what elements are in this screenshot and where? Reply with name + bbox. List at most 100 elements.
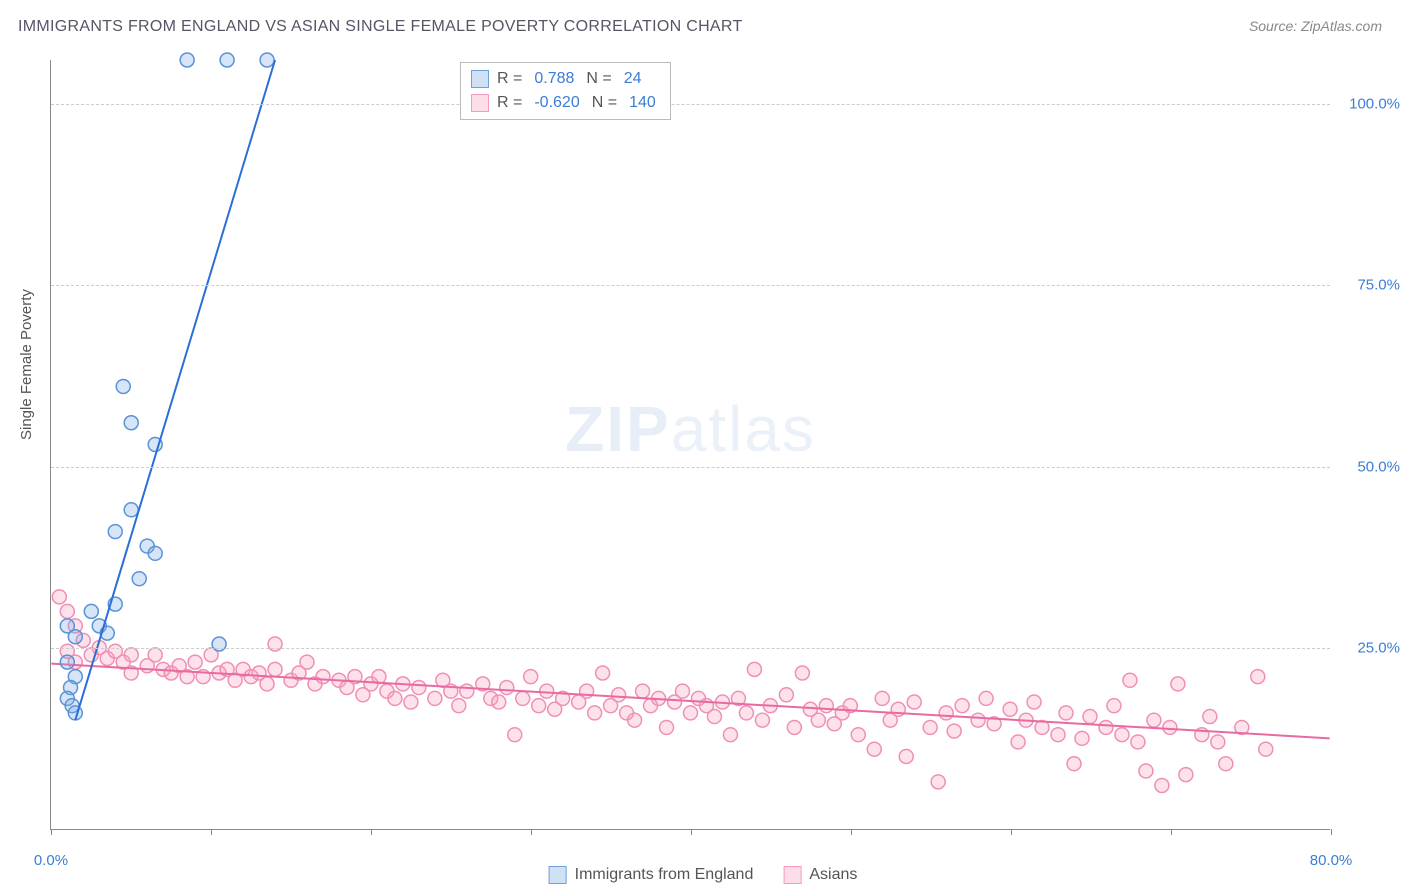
scatter-point-pink [1075,731,1089,745]
scatter-point-pink [596,666,610,680]
scatter-point-pink [1131,735,1145,749]
scatter-point-blue [180,53,194,67]
legend-r-label: R = [497,91,522,115]
chart-plot-area: ZIPatlas 25.0%50.0%75.0%100.0%0.0%80.0% [50,60,1330,830]
x-tick-label: 0.0% [34,852,68,869]
chart-title: IMMIGRANTS FROM ENGLAND VS ASIAN SINGLE … [18,18,743,36]
bottom-label-pink: Asians [809,866,857,884]
scatter-point-pink [1123,673,1137,687]
scatter-point-pink [723,728,737,742]
scatter-point-pink [931,775,945,789]
scatter-point-pink [923,720,937,734]
scatter-point-pink [500,681,514,695]
bottom-legend: Immigrants from England Asians [549,866,858,884]
scatter-svg [51,60,1330,829]
legend-row-pink: R = -0.620 N = 140 [471,91,660,115]
scatter-point-pink [1139,764,1153,778]
scatter-point-pink [955,699,969,713]
legend-row-blue: R = 0.788 N = 24 [471,67,660,91]
scatter-point-pink [899,749,913,763]
scatter-point-pink [188,655,202,669]
correlation-legend: R = 0.788 N = 24 R = -0.620 N = 140 [460,62,671,120]
scatter-point-blue [124,503,138,517]
y-tick-label: 75.0% [1340,277,1400,294]
scatter-point-pink [684,706,698,720]
scatter-point-pink [492,695,506,709]
x-tick [1331,829,1332,835]
scatter-point-pink [787,720,801,734]
scatter-point-pink [676,684,690,698]
scatter-point-blue [220,53,234,67]
legend-blue-r: 0.788 [530,67,578,91]
scatter-point-blue [68,630,82,644]
scatter-point-pink [316,670,330,684]
bottom-swatch-blue [549,866,567,884]
scatter-point-pink [1027,695,1041,709]
bottom-legend-blue: Immigrants from England [549,866,754,884]
scatter-point-pink [851,728,865,742]
scatter-point-pink [412,681,426,695]
scatter-point-pink [971,713,985,727]
scatter-point-blue [148,546,162,560]
bottom-label-blue: Immigrants from England [575,866,754,884]
scatter-point-pink [524,670,538,684]
y-tick-label: 50.0% [1340,458,1400,475]
scatter-point-pink [979,691,993,705]
y-tick-label: 100.0% [1340,95,1400,112]
trend-line-pink [51,664,1329,739]
x-tick [371,829,372,835]
scatter-point-pink [939,706,953,720]
scatter-point-pink [60,604,74,618]
scatter-point-pink [1099,720,1113,734]
scatter-point-pink [452,699,466,713]
scatter-point-pink [739,706,753,720]
scatter-point-pink [779,688,793,702]
legend-r-label: R = [497,67,522,91]
scatter-point-pink [404,695,418,709]
scatter-point-pink [428,691,442,705]
scatter-point-pink [1171,677,1185,691]
scatter-point-pink [1211,735,1225,749]
grid-line [51,285,1330,286]
scatter-point-pink [707,710,721,724]
scatter-point-blue [116,379,130,393]
scatter-point-pink [755,713,769,727]
scatter-point-pink [1203,710,1217,724]
scatter-point-pink [1147,713,1161,727]
scatter-point-pink [1011,735,1025,749]
scatter-point-pink [907,695,921,709]
bottom-swatch-pink [783,866,801,884]
legend-n-label: N = [592,91,617,115]
bottom-legend-pink: Asians [783,866,857,884]
scatter-point-pink [1163,720,1177,734]
scatter-point-pink [300,655,314,669]
scatter-point-pink [268,662,282,676]
scatter-point-pink [867,742,881,756]
scatter-point-pink [388,691,402,705]
scatter-point-pink [1059,706,1073,720]
x-tick [1011,829,1012,835]
trend-line-blue [75,60,275,720]
scatter-point-pink [1179,768,1193,782]
scatter-point-pink [1115,728,1129,742]
scatter-point-pink [540,684,554,698]
scatter-point-pink [795,666,809,680]
scatter-point-pink [747,662,761,676]
scatter-point-pink [628,713,642,727]
scatter-point-pink [260,677,274,691]
scatter-point-blue [124,416,138,430]
scatter-point-pink [612,688,626,702]
scatter-point-pink [52,590,66,604]
scatter-point-pink [516,691,530,705]
y-axis-label: Single Female Poverty [18,289,35,440]
scatter-point-blue [132,572,146,586]
scatter-point-pink [819,699,833,713]
scatter-point-pink [947,724,961,738]
scatter-point-pink [1003,702,1017,716]
scatter-point-blue [260,53,274,67]
scatter-point-pink [660,720,674,734]
grid-line [51,648,1330,649]
legend-swatch-pink [471,94,489,112]
scatter-point-pink [1067,757,1081,771]
scatter-point-pink [148,648,162,662]
